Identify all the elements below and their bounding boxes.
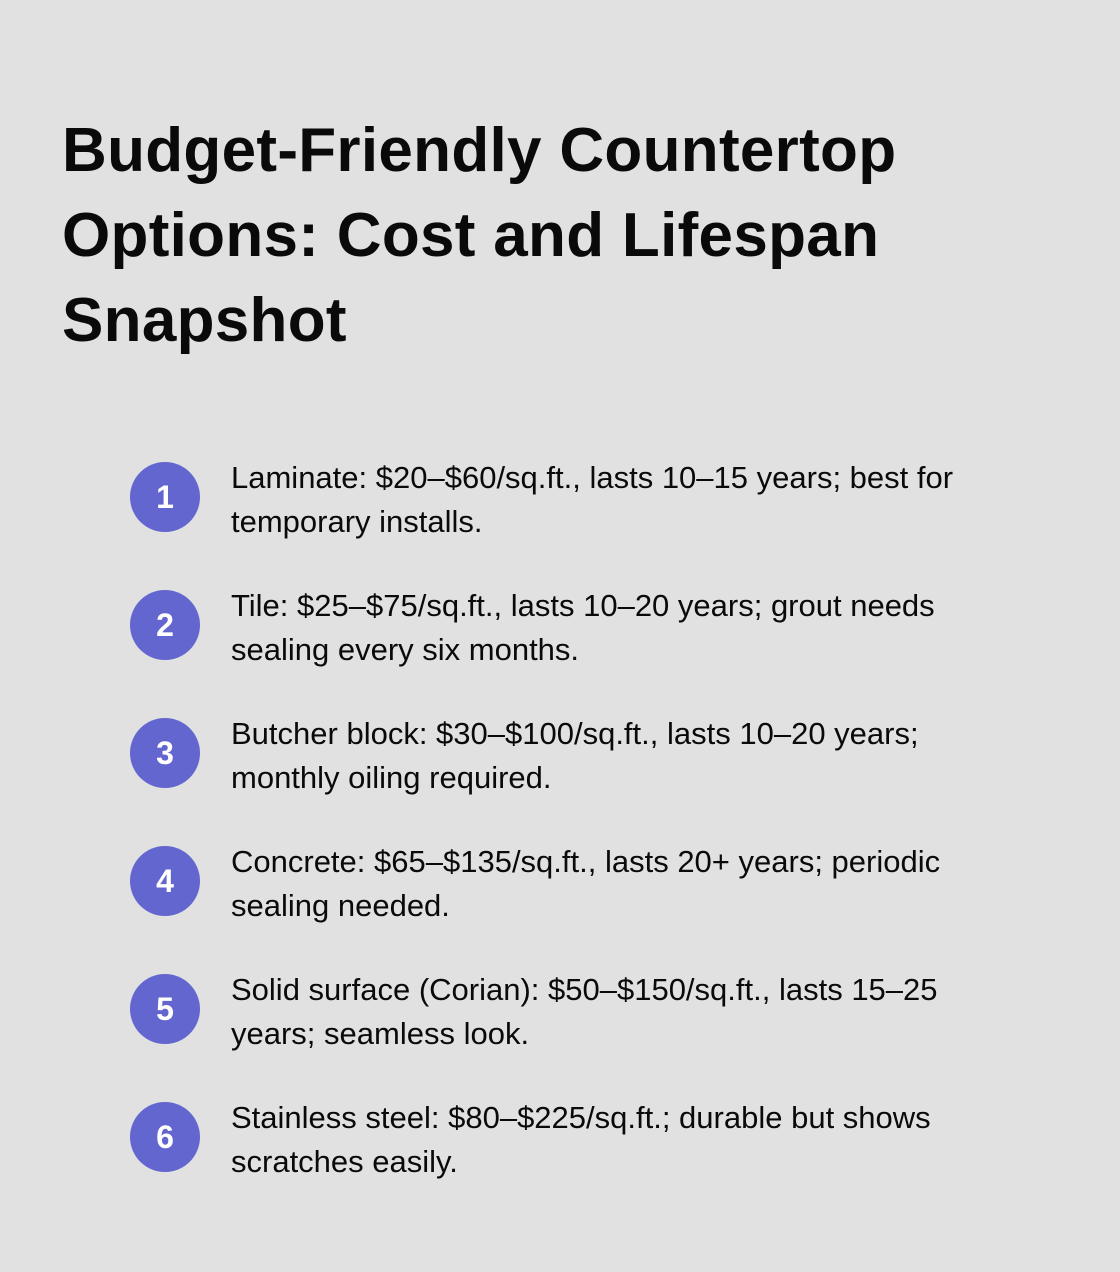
number-badge: 1	[130, 462, 200, 532]
number-badge: 4	[130, 846, 200, 916]
item-text: Stainless steel: $80–$225/sq.ft.; durabl…	[231, 1100, 931, 1179]
item-text: Tile: $25–$75/sq.ft., lasts 10–20 years;…	[231, 588, 935, 667]
list-item: 2 Tile: $25–$75/sq.ft., lasts 10–20 year…	[130, 588, 1030, 716]
page-title: Budget-Friendly Countertop Options: Cost…	[62, 116, 897, 355]
options-list: 1 Laminate: $20–$60/sq.ft., lasts 10–15 …	[130, 460, 1030, 1228]
number-badge: 2	[130, 590, 200, 660]
item-text: Solid surface (Corian): $50–$150/sq.ft.,…	[231, 972, 938, 1051]
item-text: Butcher block: $30–$100/sq.ft., lasts 10…	[231, 716, 919, 795]
number-badge: 6	[130, 1102, 200, 1172]
item-text: Concrete: $65–$135/sq.ft., lasts 20+ yea…	[231, 844, 941, 923]
number-badge: 5	[130, 974, 200, 1044]
list-item: 4 Concrete: $65–$135/sq.ft., lasts 20+ y…	[130, 844, 1030, 972]
number-badge: 3	[130, 718, 200, 788]
item-text: Laminate: $20–$60/sq.ft., lasts 10–15 ye…	[231, 460, 954, 539]
list-item: 1 Laminate: $20–$60/sq.ft., lasts 10–15 …	[130, 460, 1030, 588]
list-item: 5 Solid surface (Corian): $50–$150/sq.ft…	[130, 972, 1030, 1100]
list-item: 3 Butcher block: $30–$100/sq.ft., lasts …	[130, 716, 1030, 844]
list-item: 6 Stainless steel: $80–$225/sq.ft.; dura…	[130, 1100, 1030, 1228]
